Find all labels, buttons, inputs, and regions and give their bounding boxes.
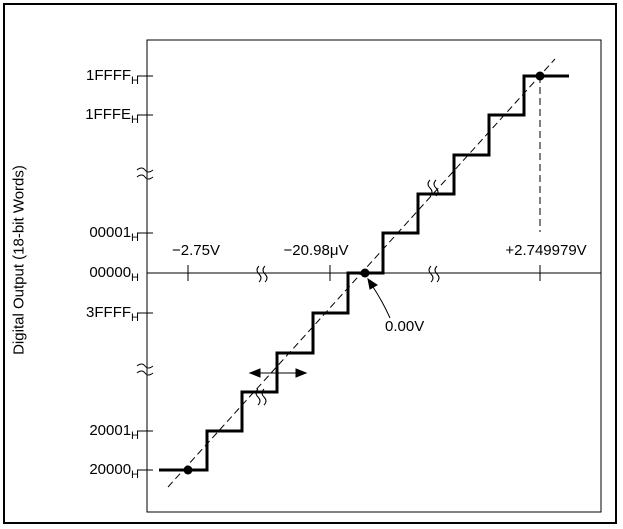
y-label-20000: 20000H	[89, 461, 139, 481]
zero-annotation-arrow	[367, 277, 391, 319]
x-label-neg-full: −2.75V	[172, 242, 220, 259]
y-label-1ffff: 1FFFFH	[86, 67, 139, 87]
x-label-neg-lsb: −20.98μV	[283, 242, 349, 259]
x-label-pos-full: +2.749979V	[505, 242, 587, 259]
y-label-3ffff: 3FFFFH	[86, 304, 139, 324]
lsb-width-arrow	[248, 368, 308, 378]
staircase-break-upper	[427, 179, 439, 197]
y-label-1fffe: 1FFFEH	[85, 106, 139, 126]
y-axis-break-lower	[136, 363, 154, 376]
y-axis-break-upper	[136, 167, 154, 180]
staircase-break-lower	[255, 388, 267, 406]
y-label-20001: 20001H	[89, 422, 139, 442]
y-label-00001: 00001H	[89, 224, 139, 244]
plot-box	[146, 39, 602, 513]
point-positive-full-scale	[535, 71, 545, 81]
point-negative-full-scale	[183, 465, 193, 475]
x-axis-break-right	[428, 265, 440, 283]
y-label-00000: 00000H	[89, 264, 139, 284]
x-ticks	[187, 265, 541, 281]
x-axis-break-left	[256, 265, 268, 283]
y-ticks	[137, 75, 153, 471]
point-zero	[360, 268, 370, 278]
y-axis-title: Digital Output (18-bit Words)	[10, 165, 28, 355]
zero-annotation-label: 0.00V	[385, 318, 425, 335]
figure-frame	[3, 3, 617, 524]
